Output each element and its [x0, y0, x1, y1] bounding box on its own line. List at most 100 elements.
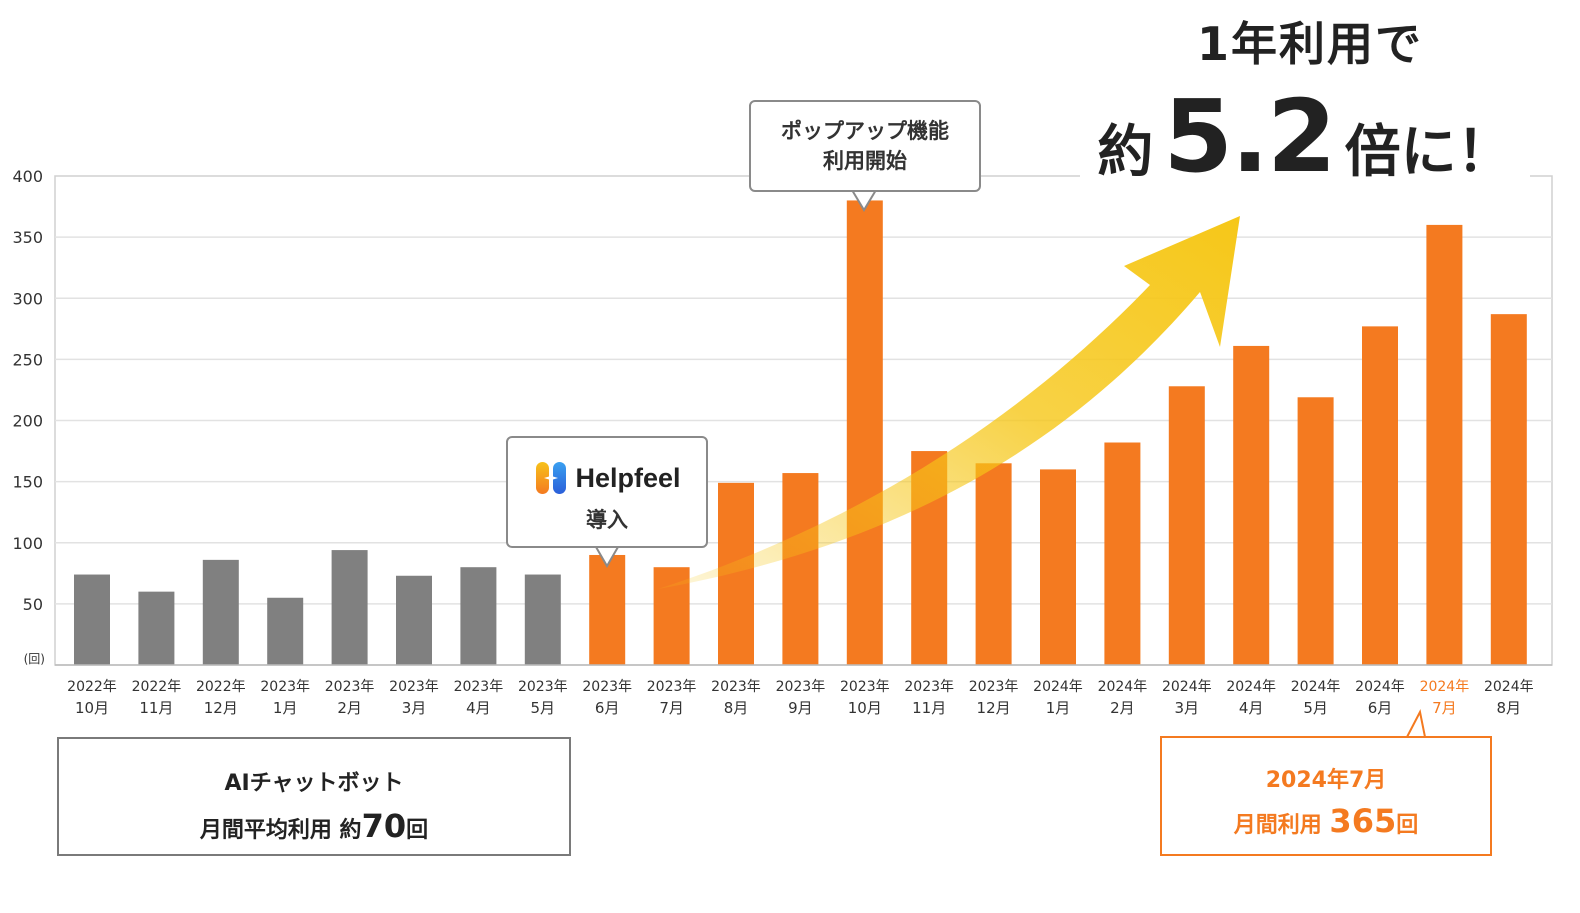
summary-after-stat: 月間利用 365回 — [1162, 802, 1490, 840]
headline-suffix: 倍に！ — [1344, 120, 1513, 185]
x-tick-label-month: 11月 — [912, 699, 946, 717]
x-tick-label-month: 6月 — [595, 699, 620, 717]
x-tick-label-year: 2024年 — [1162, 679, 1212, 695]
helpfeel-callout-sub: 導入 — [586, 508, 628, 532]
bar — [1297, 397, 1334, 665]
x-tick-label-year: 2023年 — [711, 679, 761, 695]
x-tick-label-year: 2022年 — [132, 679, 182, 695]
bar — [524, 574, 561, 665]
summary-after-box: 2024年7月 月間利用 365回 — [1160, 736, 1492, 856]
popup-callout: ポップアップ機能 利用開始 — [749, 100, 981, 192]
x-tick-label-month: 3月 — [402, 699, 427, 717]
x-tick-label-month: 11月 — [139, 699, 173, 717]
x-tick-label-month: 12月 — [204, 699, 238, 717]
x-tick-label-year: 2023年 — [969, 679, 1019, 695]
x-tick-label-year: 2022年 — [67, 679, 117, 695]
x-tick-label-year: 2023年 — [776, 679, 826, 695]
y-tick-label: 400 — [12, 167, 43, 186]
helpfeel-callout-pointer — [595, 546, 619, 568]
popup-callout-line2: 利用開始 — [823, 149, 907, 173]
popup-callout-line1: ポップアップ機能 — [781, 119, 949, 143]
y-tick-label: 300 — [12, 289, 43, 308]
headline-prefix: 約 — [1097, 120, 1154, 185]
x-tick-label-year: 2024年 — [1098, 679, 1148, 695]
x-tick-label-month: 5月 — [1303, 699, 1328, 717]
bar — [1490, 314, 1527, 665]
summary-before-stat: 月間平均利用 約70回 — [59, 807, 569, 845]
x-tick-label-year: 2024年 — [1226, 679, 1276, 695]
x-tick-label-year: 2023年 — [260, 679, 310, 695]
bar — [1040, 469, 1076, 665]
x-tick-label-month: 5月 — [531, 699, 556, 717]
x-tick-label-year: 2023年 — [647, 679, 697, 695]
x-tick-label-month: 1月 — [1046, 699, 1071, 717]
popup-callout-pointer — [851, 189, 877, 212]
summary-after-title: 2024年7月 — [1265, 768, 1387, 793]
bar — [331, 550, 368, 665]
x-tick-label-month: 4月 — [466, 699, 491, 717]
y-tick-label: 150 — [12, 473, 43, 492]
summary-before-title: AIチャットボット — [224, 771, 404, 796]
y-tick-label: 100 — [12, 534, 43, 553]
bar — [1426, 224, 1463, 665]
headline-number: 5.2 — [1163, 78, 1336, 195]
x-tick-label-month: 12月 — [977, 699, 1011, 717]
x-tick-label-month: 7月 — [659, 699, 684, 717]
bar — [74, 574, 110, 665]
x-tick-label-month: 3月 — [1175, 699, 1200, 717]
y-tick-label: 50 — [23, 595, 43, 614]
x-tick-label-year: 2022年 — [196, 679, 246, 695]
headline-line1: 1年利用で — [1196, 17, 1423, 71]
x-tick-label-month: 10月 — [848, 699, 882, 717]
x-tick-label-month: 10月 — [75, 699, 109, 717]
summary-after-unit: 回 — [1396, 813, 1419, 838]
bar — [460, 567, 497, 665]
bar — [782, 473, 819, 665]
x-tick-label-year: 2023年 — [582, 679, 632, 695]
summary-before-label: 月間平均利用 約 — [199, 818, 362, 843]
bar — [138, 591, 175, 665]
bar — [1362, 326, 1398, 665]
summary-before-unit: 回 — [406, 818, 429, 843]
y-tick-label: 250 — [12, 350, 43, 369]
x-tick-label-month: 8月 — [724, 699, 749, 717]
x-tick-label-year: 2024年 — [1355, 679, 1405, 695]
bar — [975, 463, 1012, 665]
bar — [1104, 442, 1141, 665]
x-tick-label-month: 1月 — [273, 699, 298, 717]
bar — [267, 597, 304, 665]
x-tick-label-year: 2023年 — [454, 679, 504, 695]
x-tick-label-month: 8月 — [1497, 699, 1522, 717]
x-tick-label-month: 9月 — [788, 699, 813, 717]
x-tick-label-year: 2024年 — [1033, 679, 1083, 695]
x-tick-label-year: 2023年 — [518, 679, 568, 695]
x-tick-label-month: 2月 — [1110, 699, 1135, 717]
x-tick-label-month: 4月 — [1239, 699, 1264, 717]
summary-before-box: AIチャットボット 月間平均利用 約70回 — [57, 737, 571, 856]
summary-after-label: 月間利用 — [1233, 813, 1330, 838]
y-tick-label: 200 — [12, 412, 43, 431]
helpfeel-callout: Helpfeel 導入 — [506, 436, 708, 548]
x-tick-label-year: 2023年 — [389, 679, 439, 695]
x-tick-label-year: 2024年 — [1420, 679, 1470, 695]
headline-multiplier: 約 5.2 倍に！ — [1080, 78, 1530, 195]
summary-before-value: 70 — [361, 807, 407, 845]
x-tick-label-year: 2023年 — [325, 679, 375, 695]
x-tick-label-year: 2024年 — [1291, 679, 1341, 695]
x-tick-label-year: 2023年 — [840, 679, 890, 695]
bar — [396, 575, 432, 665]
y-unit-label: (回) — [24, 652, 45, 666]
summary-after-pointer — [1406, 709, 1426, 738]
summary-after-value: 365 — [1329, 802, 1397, 840]
x-tick-label-month: 7月 — [1432, 699, 1457, 717]
x-tick-label-month: 6月 — [1368, 699, 1393, 717]
helpfeel-logo-icon — [536, 462, 567, 494]
x-tick-label-month: 2月 — [337, 699, 362, 717]
bar — [846, 200, 883, 665]
bar — [1233, 345, 1270, 665]
growth-arrow — [658, 216, 1240, 589]
x-tick-label-year: 2023年 — [904, 679, 954, 695]
helpfeel-brand: Helpfeel — [575, 462, 681, 493]
bar — [589, 554, 626, 665]
